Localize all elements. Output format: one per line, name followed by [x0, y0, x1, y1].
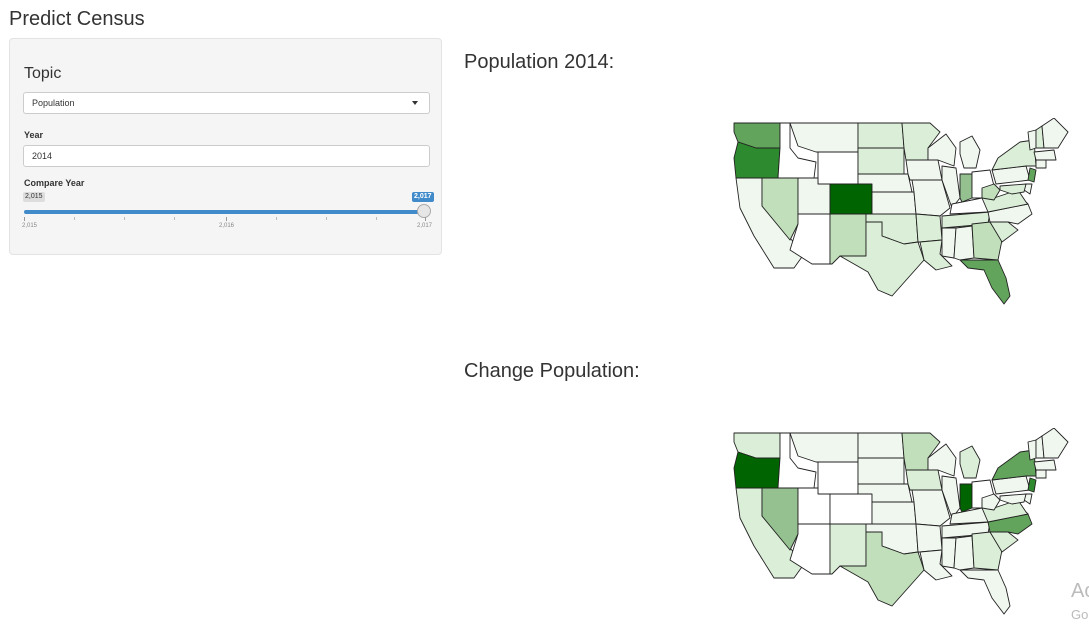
state-ia [905, 469, 943, 491]
state-in [959, 483, 973, 513]
watermark-line2: Go [1071, 607, 1089, 622]
state-md [999, 183, 1027, 195]
state-wv [981, 183, 1001, 201]
state-mt [789, 432, 859, 463]
state-wy [817, 151, 859, 185]
slider-tick [326, 217, 327, 220]
topic-label: Topic [24, 65, 62, 82]
watermark-line1: Ac [1071, 580, 1089, 602]
state-sd [857, 457, 905, 485]
state-nj [1027, 477, 1037, 493]
slider-tick-label: 2,015 [22, 223, 38, 229]
state-al [953, 535, 975, 571]
slider-tick [124, 217, 125, 220]
state-co [829, 183, 873, 215]
map1-title: Population 2014: [464, 51, 615, 73]
state-tx [839, 221, 925, 297]
year-input[interactable]: 2014 [23, 145, 430, 167]
state-ar [915, 523, 943, 553]
compare-year-label: Compare Year [24, 178, 85, 188]
slider-tick-label: 2,017 [417, 223, 433, 229]
change-population-map [733, 428, 1069, 615]
state-tx [839, 531, 925, 607]
state-id [777, 432, 817, 489]
state-ks [871, 501, 917, 525]
state-me [1041, 428, 1069, 459]
topic-select-value: Population [32, 98, 75, 108]
state-wi [927, 443, 957, 477]
state-wi [927, 133, 957, 167]
slider-tick [276, 217, 277, 220]
state-ms [941, 227, 957, 259]
slider-tick [226, 217, 227, 221]
state-nd [857, 432, 905, 459]
slider-tick [425, 217, 426, 221]
state-ar [915, 213, 943, 243]
year-label: Year [24, 130, 44, 140]
slider-tick [74, 217, 75, 220]
state-mi [959, 135, 981, 169]
state-ia [905, 159, 943, 181]
state-ga [971, 221, 1003, 261]
state-mi [959, 445, 981, 479]
state-nj [1027, 167, 1037, 183]
slider-handle[interactable] [417, 204, 431, 218]
state-ms [941, 537, 957, 569]
state-co [829, 493, 873, 525]
state-nd [857, 122, 905, 149]
slider-tick [174, 217, 175, 220]
topic-select[interactable]: Population [23, 92, 430, 114]
state-me [1041, 118, 1069, 149]
compare-year-slider[interactable] [24, 210, 425, 214]
slider-tick [376, 217, 377, 220]
sidebar-panel: Topic Population Year 2014 Compare Year … [9, 38, 442, 255]
state-ma [1033, 149, 1057, 161]
caret-down-icon [412, 101, 418, 105]
population-2014-map [733, 118, 1069, 305]
state-ks [871, 191, 917, 215]
state-ct [1035, 159, 1047, 169]
slider-tick [24, 217, 25, 221]
state-md [999, 493, 1027, 505]
slider-value-badge: 2,017 [412, 192, 434, 202]
state-fl [959, 569, 1011, 615]
state-id [777, 122, 817, 179]
state-wy [817, 461, 859, 495]
state-sd [857, 147, 905, 175]
state-ct [1035, 469, 1047, 479]
state-wv [981, 493, 1001, 511]
slider-min-badge: 2,015 [23, 192, 45, 202]
slider-tick-label: 2,016 [219, 223, 235, 229]
state-ma [1033, 459, 1057, 471]
page-title: Predict Census [9, 8, 145, 30]
map2-title: Change Population: [464, 360, 640, 382]
state-mt [789, 122, 859, 153]
state-fl [959, 259, 1011, 305]
state-in [959, 173, 973, 203]
state-al [953, 225, 975, 261]
state-ga [971, 531, 1003, 571]
